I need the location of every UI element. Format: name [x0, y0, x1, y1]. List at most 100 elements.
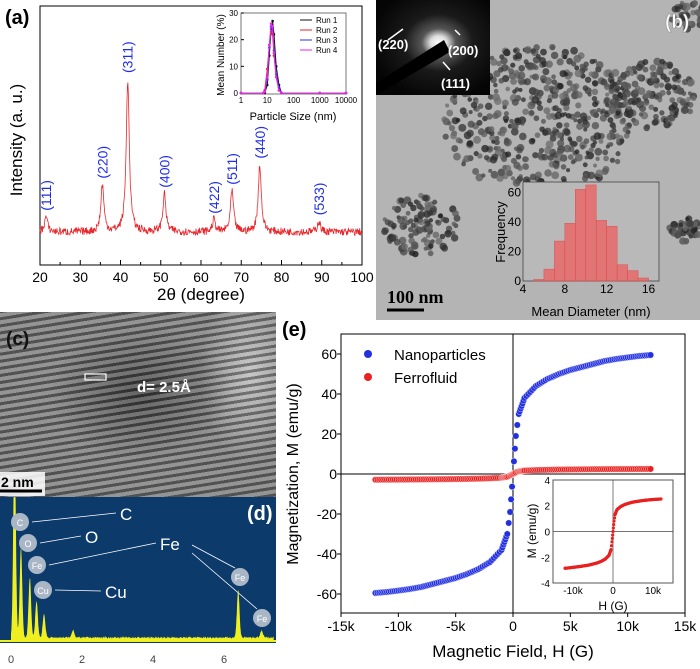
nanoparticle — [398, 197, 405, 204]
nanoparticle — [671, 68, 680, 76]
nanoparticle — [546, 98, 552, 104]
nanoparticle — [423, 206, 429, 212]
nanoparticle — [493, 88, 499, 94]
nanoparticle — [659, 110, 665, 116]
nanoparticle — [642, 59, 649, 65]
nanoparticle — [595, 169, 604, 178]
mh-inset-ytick-label: 0 — [544, 528, 550, 539]
nanoparticle — [459, 107, 467, 115]
nanoparticle — [617, 92, 624, 99]
nanoparticle — [545, 60, 553, 68]
nanoparticle — [604, 97, 610, 103]
nanoparticle — [559, 70, 567, 78]
nanoparticle — [648, 104, 655, 110]
nanoparticle — [451, 145, 459, 152]
nanoparticle — [545, 140, 554, 149]
nanoparticle — [571, 61, 577, 67]
arrow-111-icon — [442, 61, 451, 71]
nanoparticle — [623, 97, 628, 102]
nanoparticle — [510, 176, 516, 181]
nanoparticle — [528, 137, 536, 145]
nanoparticle — [450, 234, 459, 242]
nanoparticle — [682, 107, 687, 113]
mh-point-nanoparticles — [506, 508, 514, 516]
hist-bar — [533, 279, 545, 282]
element-badge — [28, 556, 46, 574]
hist-ytick-label: 60 — [508, 185, 522, 199]
nanoparticle — [466, 140, 474, 147]
mh-xtick-label: -15k — [327, 618, 355, 634]
xrd-xtick-label: 90 — [314, 269, 330, 285]
nanoparticle — [576, 135, 583, 143]
nanoparticle — [557, 82, 564, 90]
nanoparticle — [477, 112, 483, 118]
nanoparticle — [681, 91, 687, 96]
nanoparticle — [587, 171, 595, 180]
panel-label-a: (a) — [5, 7, 29, 29]
eds-annotation-arrow — [54, 589, 102, 592]
dls-xtick-label: 100 — [287, 96, 301, 105]
hist-xtick-label: 8 — [562, 282, 569, 296]
xrd-pattern-line — [39, 82, 363, 237]
element-badge-label: Fe — [235, 573, 246, 583]
mh-inset-ylabel: M (emu/g) — [525, 504, 539, 559]
nanoparticle — [428, 218, 434, 223]
nanoparticle — [686, 220, 694, 228]
nanoparticle — [623, 132, 630, 139]
nanoparticle — [535, 54, 541, 59]
nanoparticle — [387, 220, 395, 228]
nanoparticle — [595, 156, 600, 161]
nanoparticle — [549, 131, 556, 138]
nanoparticle — [419, 206, 425, 211]
nanoparticle — [629, 71, 635, 77]
nanoparticle — [590, 109, 599, 118]
nanoparticle — [676, 78, 681, 84]
size-histogram-inset: Mean Diameter (nm) Frequency 4 8 12 16 0 20 40… — [493, 181, 660, 319]
nanoparticle — [518, 87, 523, 93]
eds-xtick-label: 6 — [221, 654, 227, 666]
nanoparticle — [512, 179, 521, 187]
nanoparticle — [583, 138, 590, 144]
nanoparticle — [685, 216, 690, 222]
hkl-label: (422) — [206, 181, 222, 214]
mh-inset-ytick-label: -2 — [541, 553, 550, 564]
nanoparticle — [671, 5, 679, 13]
nanoparticle — [490, 170, 499, 179]
nanoparticle — [636, 100, 644, 109]
nanoparticle — [483, 154, 490, 161]
nanoparticle — [563, 144, 572, 153]
nanoparticle — [586, 115, 592, 121]
nanoparticle — [477, 153, 483, 159]
nanoparticle — [438, 213, 444, 218]
nanoparticle — [543, 107, 551, 115]
xrd-chart: 2θ (degree) Intensity (a. u.) (111) (220)… — [7, 5, 374, 304]
nanoparticle — [583, 61, 589, 68]
scale-bar-label-c: 2 nm — [1, 474, 34, 490]
legend-label-nanoparticles: Nanoparticles — [394, 347, 486, 364]
nanoparticle — [690, 227, 698, 234]
nanoparticle — [696, 16, 700, 25]
nanoparticle — [508, 72, 516, 80]
nanoparticle — [626, 122, 632, 128]
nanoparticle — [655, 67, 663, 75]
nanoparticle — [573, 54, 582, 63]
nanoparticle — [450, 230, 456, 236]
mh-point-nanoparticles — [508, 483, 516, 491]
nanoparticle — [508, 68, 515, 75]
nanoparticle — [509, 118, 514, 124]
dls-axes-frame — [240, 12, 347, 95]
mh-inset-point — [612, 519, 616, 523]
nanoparticle — [408, 218, 414, 224]
nanoparticle — [488, 168, 493, 173]
dls-ytick-label: 0 — [234, 89, 239, 98]
nanoparticle — [643, 99, 650, 106]
nanoparticle — [573, 118, 578, 123]
mh-point-nanoparticles — [503, 530, 511, 538]
hist-xtick-label: 12 — [600, 282, 614, 296]
nanoparticle — [544, 146, 552, 155]
mh-inset: H (G) M (emu/g) -4 -2 0 2 4 -10k 0 10k — [525, 476, 674, 613]
nanoparticle — [407, 201, 414, 207]
nanoparticle — [572, 141, 578, 147]
nanoparticle — [574, 69, 583, 78]
